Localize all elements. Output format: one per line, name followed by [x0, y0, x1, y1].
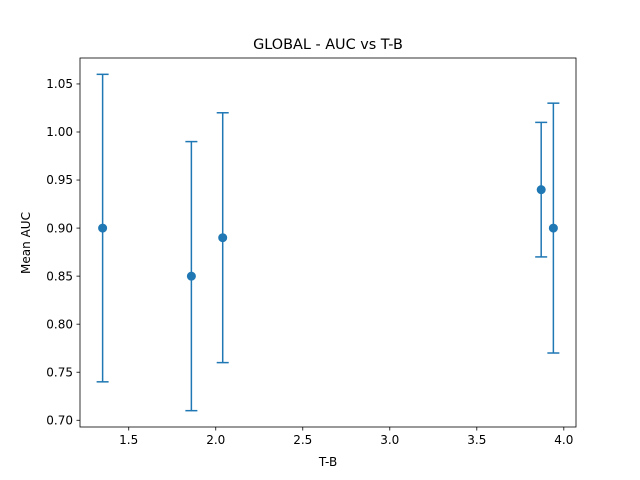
y-axis-label: Mean AUC [19, 212, 33, 274]
chart-title: GLOBAL - AUC vs T-B [253, 37, 403, 53]
data-point [98, 223, 108, 233]
x-tick-label: 2.5 [293, 433, 312, 447]
x-tick-label: 3.0 [380, 433, 399, 447]
y-tick-label: 1.00 [46, 125, 73, 139]
y-tick-label: 1.05 [46, 77, 73, 91]
data-point [536, 185, 546, 195]
y-tick-label: 0.75 [46, 365, 73, 379]
y-tick-label: 0.85 [46, 269, 73, 283]
error-bar-point-group [185, 140, 198, 412]
y-tick-label: 0.95 [46, 173, 73, 187]
plot-frame [79, 57, 577, 428]
error-bar-point-group [547, 102, 560, 354]
data-point [186, 271, 196, 281]
data-point [218, 233, 228, 243]
x-tick-label: 3.5 [467, 433, 486, 447]
error-bar-point-group [535, 121, 548, 258]
error-bar-point-group [216, 112, 229, 364]
y-tick-label: 0.90 [46, 221, 73, 235]
x-tick-label: 1.5 [119, 433, 138, 447]
x-tick-label: 2.0 [206, 433, 225, 447]
x-axis-label: T-B [318, 455, 337, 469]
data-point [548, 223, 558, 233]
x-tick-label: 4.0 [554, 433, 573, 447]
y-tick-label: 0.70 [46, 413, 73, 427]
plot-area: 1.5 2.0 2.5 3.0 3.5 4.0 0.70 0.75 0.80 0.85 0.90 0.… [46, 57, 577, 447]
y-tick-label: 0.80 [46, 317, 73, 331]
error-bar-point-group [96, 73, 109, 383]
